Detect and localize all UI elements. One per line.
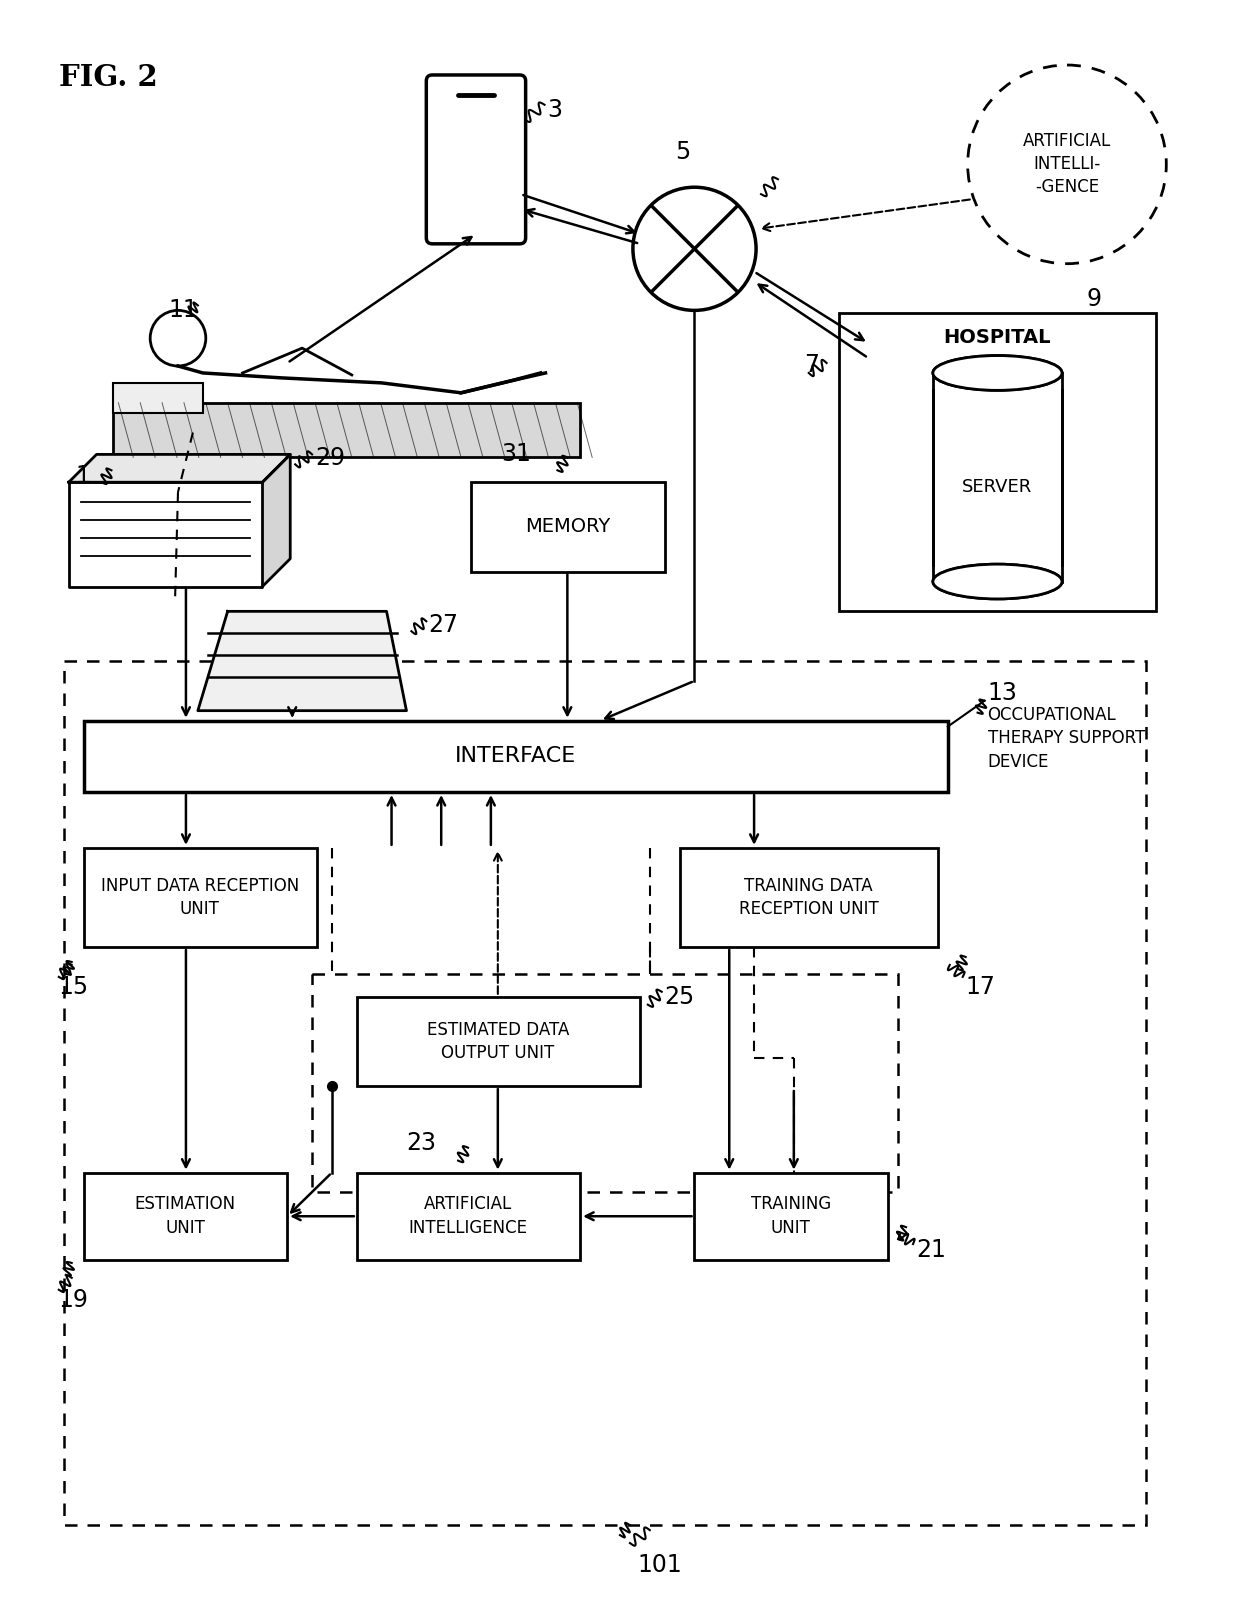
FancyBboxPatch shape — [694, 1172, 888, 1260]
Text: HOSPITAL: HOSPITAL — [944, 329, 1052, 346]
Text: 25: 25 — [665, 984, 694, 1009]
Text: INPUT DATA RECEPTION
UNIT: INPUT DATA RECEPTION UNIT — [100, 876, 299, 918]
Text: 23: 23 — [407, 1130, 436, 1154]
Text: ESTIMATION
UNIT: ESTIMATION UNIT — [134, 1195, 236, 1237]
Circle shape — [150, 311, 206, 366]
Ellipse shape — [932, 356, 1061, 390]
Polygon shape — [68, 455, 290, 482]
Text: TRAINING DATA
RECEPTION UNIT: TRAINING DATA RECEPTION UNIT — [739, 876, 879, 918]
Text: FIG. 2: FIG. 2 — [58, 63, 157, 92]
Text: 27: 27 — [428, 614, 459, 638]
Text: 29: 29 — [315, 447, 345, 471]
Text: OCCUPATIONAL
THERAPY SUPPORT
DEVICE: OCCUPATIONAL THERAPY SUPPORT DEVICE — [987, 706, 1145, 771]
FancyBboxPatch shape — [83, 720, 947, 792]
Text: SERVER: SERVER — [962, 478, 1033, 495]
Text: ARTIFICIAL
INTELLIGENCE: ARTIFICIAL INTELLIGENCE — [408, 1195, 527, 1237]
Ellipse shape — [932, 563, 1061, 599]
Text: 3: 3 — [548, 97, 563, 121]
Text: INTERFACE: INTERFACE — [455, 746, 577, 766]
Text: 9: 9 — [1086, 287, 1102, 311]
Text: 5: 5 — [675, 139, 689, 164]
Text: 7: 7 — [804, 353, 818, 377]
Text: 101: 101 — [637, 1553, 682, 1577]
FancyBboxPatch shape — [83, 1172, 288, 1260]
Text: 17: 17 — [966, 975, 996, 999]
Ellipse shape — [967, 65, 1167, 264]
Text: 13: 13 — [987, 682, 1017, 704]
FancyBboxPatch shape — [83, 848, 317, 947]
Ellipse shape — [932, 563, 1061, 599]
Ellipse shape — [932, 356, 1061, 390]
Text: MEMORY: MEMORY — [525, 518, 610, 536]
FancyBboxPatch shape — [440, 107, 512, 214]
Text: 1: 1 — [76, 465, 91, 489]
Text: ARTIFICIAL
INTELLI-
-GENCE: ARTIFICIAL INTELLI- -GENCE — [1023, 133, 1111, 196]
FancyBboxPatch shape — [471, 482, 665, 572]
FancyBboxPatch shape — [357, 1172, 580, 1260]
Circle shape — [632, 188, 756, 311]
Polygon shape — [263, 455, 290, 586]
Text: TRAINING
UNIT: TRAINING UNIT — [750, 1195, 831, 1237]
Text: ESTIMATED DATA
OUTPUT UNIT: ESTIMATED DATA OUTPUT UNIT — [427, 1020, 569, 1062]
FancyBboxPatch shape — [932, 372, 1061, 581]
Text: 19: 19 — [58, 1287, 89, 1311]
Text: 31: 31 — [501, 442, 531, 466]
Polygon shape — [68, 482, 263, 586]
FancyBboxPatch shape — [113, 403, 580, 458]
FancyBboxPatch shape — [357, 997, 640, 1086]
FancyBboxPatch shape — [680, 848, 937, 947]
Text: 11: 11 — [169, 298, 198, 322]
FancyBboxPatch shape — [113, 382, 203, 413]
FancyBboxPatch shape — [427, 74, 526, 244]
FancyBboxPatch shape — [838, 314, 1157, 612]
Polygon shape — [198, 612, 407, 711]
Text: 21: 21 — [916, 1239, 946, 1263]
Text: 15: 15 — [58, 975, 89, 999]
